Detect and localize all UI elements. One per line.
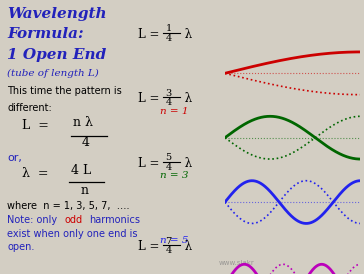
Text: open.: open. [7,242,35,252]
Text: 1: 1 [166,24,172,33]
Text: 3: 3 [166,89,172,98]
Text: harmonics: harmonics [89,215,140,225]
Text: This time the pattern is: This time the pattern is [7,86,122,96]
Text: 4 L: 4 L [71,164,91,177]
Text: n λ: n λ [73,116,93,129]
Text: L =: L = [138,28,163,41]
Text: L  =: L = [22,119,49,132]
Text: n: n [80,184,88,196]
Text: 5: 5 [166,153,172,162]
Text: L =: L = [138,156,163,170]
Text: λ: λ [181,92,193,105]
Text: 4: 4 [166,98,172,107]
Text: different:: different: [7,103,52,113]
Text: n = 5: n = 5 [160,236,189,245]
Text: odd: odd [65,215,83,225]
Text: where  n = 1, 3, 5, 7,  ….: where n = 1, 3, 5, 7, …. [7,201,130,211]
Text: L =: L = [138,240,163,253]
Text: Wavelength: Wavelength [7,7,107,21]
Text: 4: 4 [166,163,172,172]
Text: 4: 4 [166,246,172,255]
Text: or,: or, [7,153,22,163]
Text: www.slakr: www.slakr [218,260,254,266]
Text: (tube of length L): (tube of length L) [7,68,99,78]
Text: Note: only: Note: only [7,215,58,225]
Text: 4: 4 [166,34,172,43]
Text: λ: λ [181,240,193,253]
Text: Formula:: Formula: [7,27,84,41]
Text: exist when only one end is: exist when only one end is [7,229,138,239]
Text: 7: 7 [166,237,172,246]
Text: 1 Open End: 1 Open End [7,48,107,62]
Text: λ: λ [181,28,193,41]
Text: n = 3: n = 3 [160,171,189,180]
Text: λ  =: λ = [22,167,48,180]
Text: L =: L = [138,92,163,105]
Text: n = 1: n = 1 [160,107,189,116]
Text: λ: λ [181,156,193,170]
Text: 4: 4 [82,136,90,149]
